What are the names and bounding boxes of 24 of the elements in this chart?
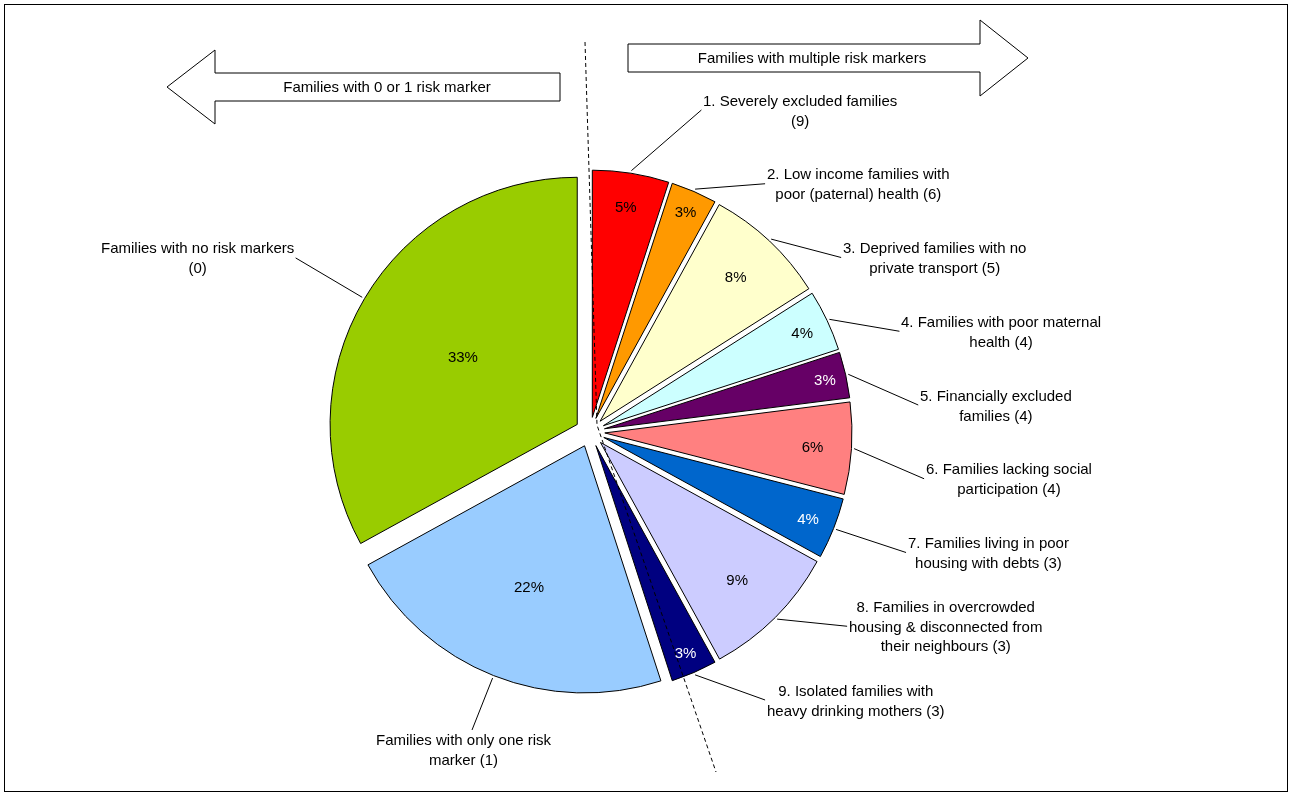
slice-label: 4. Families with poor maternal health (4) [901,313,1102,350]
data-label: 6% [801,437,824,455]
slice-label: 8. Families in overcrowded housing & disconnected from their neighbours (3) [849,598,1043,654]
slice-label: 9. Isolated families with heavy drinking mothers (3) [767,682,945,719]
text: Families with 0 or 1 risk marker [283,78,491,95]
slice-label: 1. Severely excluded families (9) [703,92,898,129]
data-label: 3% [814,370,836,388]
slice-label: 2. Low income families with poor (paternal) health (6) [767,165,950,202]
data-label: 3% [674,202,697,220]
data-label: 8% [724,268,747,286]
data-label: 22% [513,577,544,595]
slice-label: 7. Families living in poor housing with debts (3) [908,534,1069,571]
data-label: 4% [797,509,819,527]
slice-label: 3. Deprived families with no private transport (5) [843,239,1027,276]
text: Families with multiple risk markers [697,49,927,66]
data-label: 9% [726,570,748,588]
data-label: 33% [447,348,478,366]
data-label: 3% [674,644,697,662]
slice-label: Families with no risk markers (0) [101,239,295,276]
slice-label: Families with only one risk marker (1) [376,731,552,768]
slice-label: 6. Families lacking social participation (4) [926,460,1092,497]
data-label: 5% [614,197,637,215]
slice-label: 5. Financially excluded families (4) [920,387,1072,424]
data-label: 4% [791,323,813,341]
